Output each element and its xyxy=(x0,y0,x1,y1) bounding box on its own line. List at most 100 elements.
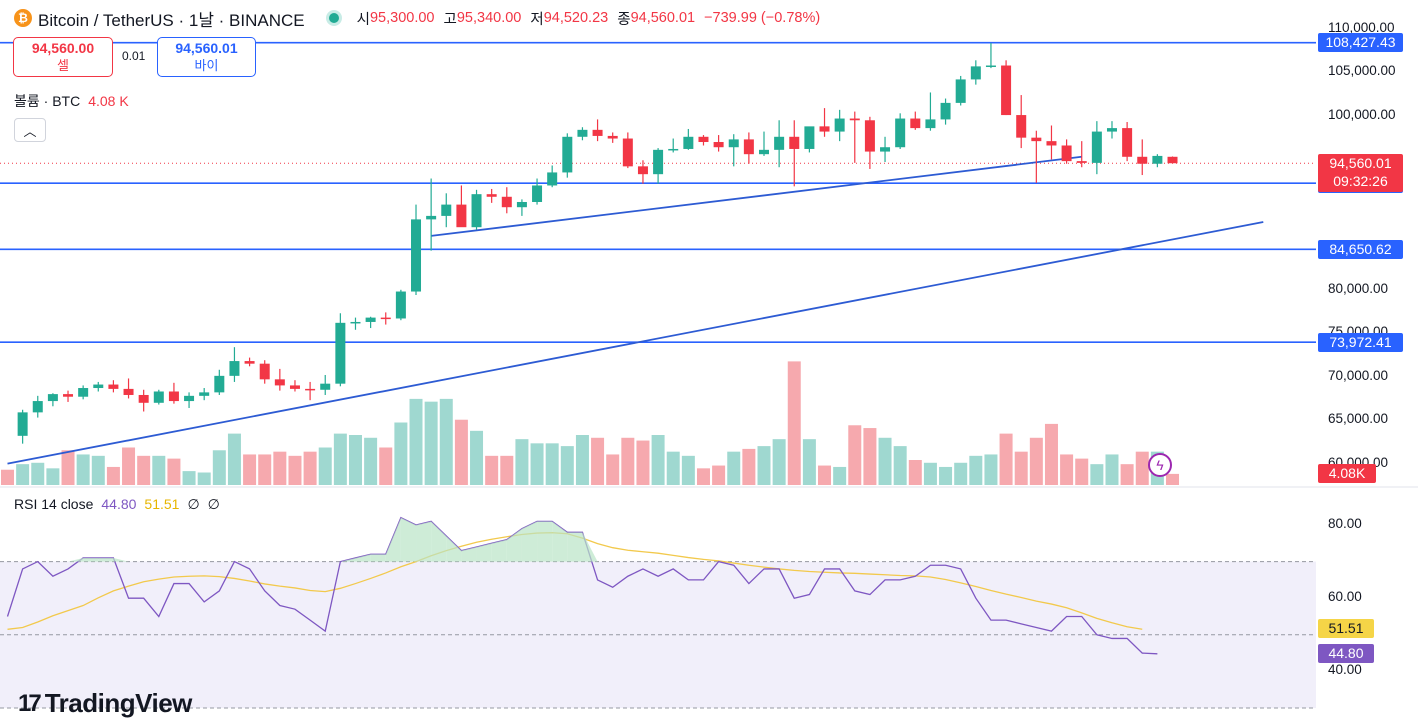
candle-body xyxy=(789,136,800,149)
candle-body xyxy=(426,215,437,220)
candle-body xyxy=(184,395,195,402)
volume-bar xyxy=(91,455,105,485)
volume-legend[interactable]: 볼륨 · BTC 4.08 K xyxy=(14,91,129,111)
volume-legend-label: 볼륨 · BTC xyxy=(14,93,81,109)
volume-bar xyxy=(212,450,226,485)
candle-body xyxy=(759,149,769,155)
symbol-title[interactable]: Bitcoin / TetherUS · 1날 · BINANCE xyxy=(38,10,305,30)
high-value: 95,340.00 xyxy=(456,10,522,26)
candle-body xyxy=(683,136,694,149)
candle-body xyxy=(501,196,512,208)
volume-bar xyxy=(818,465,832,485)
volume-bar xyxy=(696,468,710,485)
candle-body xyxy=(547,172,558,186)
volume-bar xyxy=(227,433,241,485)
rsi-legend-label: RSI 14 close xyxy=(14,496,94,512)
volume-bar xyxy=(1,469,14,485)
candle-body xyxy=(668,148,679,151)
rsi-overbought-fill xyxy=(83,557,99,562)
rsi-overbought-fill xyxy=(567,532,583,562)
candle-body xyxy=(804,126,815,149)
candle-body xyxy=(1046,141,1057,146)
volume-bar xyxy=(454,419,468,485)
candle-body xyxy=(108,384,119,389)
volume-bar xyxy=(364,437,378,485)
volume-bar xyxy=(288,455,302,485)
candle-body xyxy=(335,322,346,384)
volume-bar xyxy=(379,447,393,485)
volume-bar xyxy=(651,435,665,485)
candle-body xyxy=(743,139,754,155)
volume-bar xyxy=(1135,451,1149,485)
candle-body xyxy=(516,201,527,208)
candle-body xyxy=(864,120,875,152)
sell-button[interactable]: 94,560.00 셀 xyxy=(13,37,113,77)
candle-body xyxy=(199,392,210,396)
candle-body xyxy=(577,129,588,137)
volume-bar xyxy=(833,466,847,485)
candle-body xyxy=(925,119,936,129)
volume-bar xyxy=(591,437,605,485)
rsi-overbought-fill xyxy=(400,517,417,562)
rsi-legend[interactable]: RSI 14 close 44.80 51.51 ∅ ∅ xyxy=(14,496,220,513)
rsi-overbought-fill xyxy=(385,517,401,562)
candle-body xyxy=(441,204,452,216)
bitcoin-icon: ₿ xyxy=(14,9,32,27)
candle-body xyxy=(274,379,285,386)
symbol-header: ₿ Bitcoin / TetherUS · 1날 · BINANCE 시 95,… xyxy=(14,6,829,30)
rsi-axis-label: 80.00 xyxy=(1328,516,1362,531)
rsi-ma-legend-value: 51.51 xyxy=(144,496,180,512)
candle-body xyxy=(880,147,891,152)
candle-body xyxy=(1076,161,1087,163)
candle-body xyxy=(395,291,406,319)
volume-bar xyxy=(848,425,862,485)
candle-body xyxy=(728,139,739,148)
volume-bar xyxy=(681,455,695,485)
rsi-overbought-fill xyxy=(461,546,477,562)
rsi-axis-label: 40.00 xyxy=(1328,662,1362,678)
open-value: 95,300.00 xyxy=(369,10,435,26)
rsi-legend-empty-a: ∅ xyxy=(187,496,200,512)
high-label: 고 xyxy=(443,11,457,28)
rsi-overbought-fill xyxy=(68,557,84,562)
volume-bar xyxy=(318,447,332,485)
buy-button[interactable]: 94,560.01 바이 xyxy=(157,37,256,77)
collapse-legend-button[interactable]: ︿ xyxy=(14,118,46,142)
volume-bar xyxy=(757,446,771,485)
close-value: 94,560.01 xyxy=(630,10,696,26)
volume-bar xyxy=(122,447,136,485)
change-value: −739.99 (−0.78%) xyxy=(704,10,821,26)
rsi-legend-value: 44.80 xyxy=(101,496,137,512)
volume-bar xyxy=(863,428,877,485)
candle-body xyxy=(47,394,58,402)
price-axis-label: 80,000.00 xyxy=(1328,280,1389,296)
volume-bar xyxy=(984,454,998,485)
price-axis-label: 100,000.00 xyxy=(1328,106,1396,122)
rsi-overbought-fill xyxy=(431,521,447,562)
candle-body xyxy=(532,185,543,202)
rsi-overbought-fill xyxy=(552,521,568,562)
candle-body xyxy=(592,129,603,136)
tradingview-logo[interactable]: 17 TradingView xyxy=(18,688,192,719)
sell-price: 94,560.00 xyxy=(31,40,95,56)
rsi-overbought-fill xyxy=(416,521,432,562)
candle-body xyxy=(214,375,225,393)
volume-bar xyxy=(636,440,650,485)
volume-bar xyxy=(348,435,362,485)
volume-bar xyxy=(1014,451,1028,485)
volume-bar xyxy=(1166,473,1180,485)
flash-icon[interactable]: ϟ xyxy=(1148,453,1172,477)
volume-bar xyxy=(46,468,60,485)
candle-body xyxy=(17,412,28,436)
candle-body xyxy=(411,219,422,292)
volume-bar xyxy=(787,361,801,485)
rsi-overbought-fill xyxy=(113,557,129,562)
sell-label: 셀 xyxy=(57,58,69,73)
price-axis-label: 70,000.00 xyxy=(1328,367,1389,383)
candle-body xyxy=(93,384,104,389)
rsi-overbought-fill xyxy=(476,543,492,562)
candle-body xyxy=(380,317,391,320)
volume-bar xyxy=(575,435,589,485)
candle-body xyxy=(1152,155,1163,164)
